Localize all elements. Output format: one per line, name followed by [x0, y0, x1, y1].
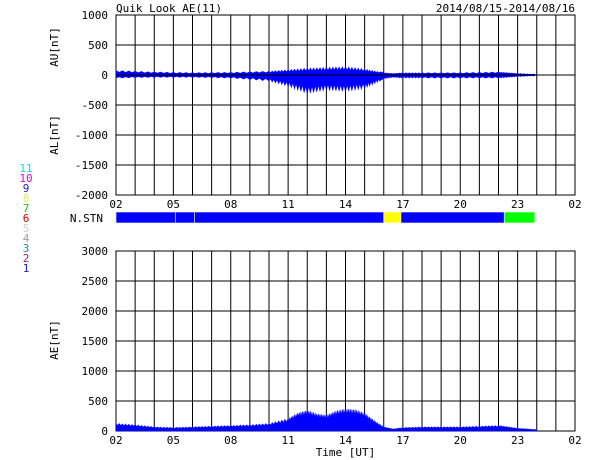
x-tick-label: 11	[282, 198, 295, 211]
ae-area-series	[115, 408, 538, 432]
x-tick-label: 20	[454, 434, 467, 447]
y-tick-label: 3000	[82, 245, 109, 258]
y-tick-label: 500	[88, 39, 108, 52]
y-tick-label: 1500	[82, 335, 109, 348]
x-tick-label: 08	[224, 434, 237, 447]
station-segment	[400, 211, 505, 224]
x-axis-label: Time [UT]	[316, 446, 376, 459]
y-axis-label-au: AU[nT]	[48, 27, 61, 67]
y-tick-label: 2500	[82, 275, 109, 288]
legend-item: 9	[23, 182, 30, 195]
x-tick-label: 23	[511, 198, 524, 211]
legend-item: 5	[23, 222, 30, 235]
y-tick-label: 0	[101, 425, 108, 438]
y-tick-label: 2000	[82, 305, 109, 318]
legend-item: 1	[23, 262, 30, 275]
y-tick-label: -1000	[75, 129, 108, 142]
date-range: 2014/08/15-2014/08/16	[436, 2, 575, 15]
y-tick-label: 1000	[82, 9, 109, 22]
x-tick-label: 14	[339, 198, 353, 211]
x-tick-label: 05	[167, 434, 180, 447]
x-tick-label: 02	[109, 434, 122, 447]
station-count-label: N.STN	[70, 212, 103, 225]
x-tick-label: 23	[511, 434, 524, 447]
x-tick-label: 02	[109, 198, 122, 211]
legend-item: 6	[23, 212, 30, 225]
x-tick-label: 17	[396, 434, 409, 447]
station-segment	[194, 211, 385, 224]
legend-item: 4	[23, 232, 30, 245]
y-tick-label: -500	[82, 99, 109, 112]
legend-item: 2	[23, 252, 30, 265]
legend-item: 7	[23, 202, 30, 215]
legend-item: 10	[19, 172, 32, 185]
x-tick-label: 05	[167, 198, 180, 211]
y-axis-label-al: AL[nT]	[48, 115, 61, 155]
station-segment	[383, 211, 402, 224]
al-area-series	[115, 74, 537, 94]
y-tick-label: -2000	[75, 189, 108, 202]
x-tick-label: 11	[282, 434, 295, 447]
x-tick-label: 02	[568, 198, 581, 211]
station-count-panel: N.STN	[70, 211, 536, 225]
station-segment	[115, 211, 176, 224]
legend-item: 8	[23, 192, 30, 205]
y-axis-label-ae: AE[nT]	[48, 320, 61, 360]
x-tick-label: 08	[224, 198, 237, 211]
y-tick-label: 1000	[82, 365, 109, 378]
legend-item: 3	[23, 242, 30, 255]
y-tick-label: 0	[101, 69, 108, 82]
plot-frame	[115, 14, 576, 196]
y-tick-label: 500	[88, 395, 108, 408]
legend-item: 11	[19, 162, 32, 175]
x-tick-label: 20	[454, 198, 467, 211]
station-segment	[503, 211, 536, 224]
station-segment	[174, 211, 195, 224]
x-tick-label: 02	[568, 434, 581, 447]
chart-title: Quik Look AE(11)	[116, 2, 222, 15]
x-tick-label: 14	[339, 434, 353, 447]
y-tick-label: -1500	[75, 159, 108, 172]
au-area-series	[115, 66, 537, 76]
x-tick-label: 17	[396, 198, 409, 211]
